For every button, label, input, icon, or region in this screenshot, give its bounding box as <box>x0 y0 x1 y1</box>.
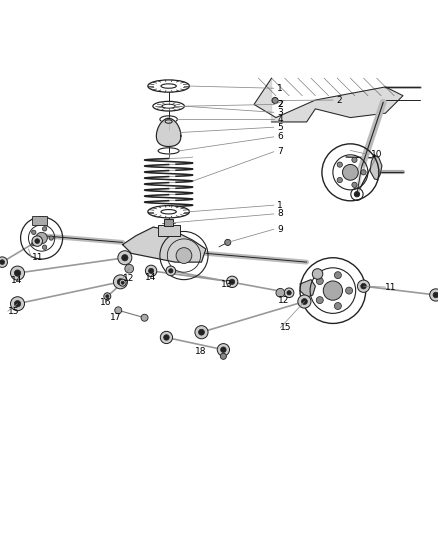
Text: 12: 12 <box>278 296 290 305</box>
Circle shape <box>0 257 7 268</box>
Circle shape <box>125 264 134 273</box>
Bar <box>158 225 180 236</box>
Polygon shape <box>123 227 206 262</box>
Circle shape <box>42 227 47 231</box>
Text: 1: 1 <box>277 201 283 209</box>
Circle shape <box>32 236 42 246</box>
Circle shape <box>298 295 311 308</box>
Circle shape <box>169 269 173 273</box>
Circle shape <box>145 265 157 277</box>
Circle shape <box>361 169 366 175</box>
Polygon shape <box>370 155 382 180</box>
Ellipse shape <box>165 118 172 120</box>
Text: 1: 1 <box>277 84 283 93</box>
Circle shape <box>361 284 366 289</box>
Circle shape <box>433 292 438 298</box>
Text: 15: 15 <box>280 324 292 332</box>
Bar <box>164 219 173 226</box>
Circle shape <box>115 307 122 314</box>
Circle shape <box>217 344 230 356</box>
Circle shape <box>284 288 294 297</box>
Text: 16: 16 <box>100 298 111 307</box>
Polygon shape <box>156 118 181 147</box>
Circle shape <box>49 236 53 240</box>
Circle shape <box>119 279 126 286</box>
Text: 12: 12 <box>123 274 134 283</box>
Text: 10: 10 <box>371 150 383 159</box>
Circle shape <box>354 191 360 197</box>
Circle shape <box>316 296 323 304</box>
Circle shape <box>141 314 148 321</box>
Text: 11: 11 <box>32 253 43 262</box>
Circle shape <box>195 326 208 339</box>
Circle shape <box>11 297 25 311</box>
Text: 2: 2 <box>277 100 283 109</box>
Circle shape <box>287 290 291 295</box>
Text: 18: 18 <box>195 348 206 357</box>
Text: 17: 17 <box>110 313 122 322</box>
Text: 6: 6 <box>277 132 283 141</box>
Circle shape <box>117 279 124 285</box>
Text: 11: 11 <box>385 282 397 292</box>
Circle shape <box>221 347 226 352</box>
Circle shape <box>122 255 128 261</box>
Text: 8: 8 <box>277 209 283 219</box>
Circle shape <box>226 276 238 287</box>
Circle shape <box>312 269 323 279</box>
Bar <box>32 216 47 225</box>
Circle shape <box>198 329 205 335</box>
Polygon shape <box>300 280 315 297</box>
Circle shape <box>301 298 307 304</box>
Circle shape <box>42 245 47 249</box>
Circle shape <box>11 266 25 280</box>
Circle shape <box>276 288 285 297</box>
Circle shape <box>334 272 341 279</box>
Text: 4: 4 <box>277 115 283 124</box>
Circle shape <box>334 303 341 310</box>
Circle shape <box>104 293 111 300</box>
Circle shape <box>230 279 235 285</box>
Circle shape <box>14 270 21 276</box>
Circle shape <box>106 295 109 298</box>
Polygon shape <box>254 78 403 122</box>
Circle shape <box>430 289 438 301</box>
Circle shape <box>32 241 36 246</box>
Text: 3: 3 <box>277 108 283 117</box>
Circle shape <box>176 248 192 263</box>
Circle shape <box>35 239 39 244</box>
Circle shape <box>225 239 231 246</box>
Circle shape <box>272 98 278 103</box>
Circle shape <box>166 266 176 276</box>
Circle shape <box>32 230 36 235</box>
Circle shape <box>0 260 4 264</box>
Text: 15: 15 <box>8 306 19 316</box>
Text: 5: 5 <box>277 123 283 132</box>
Text: 7: 7 <box>277 147 283 156</box>
Circle shape <box>36 232 47 244</box>
Circle shape <box>337 177 343 183</box>
Circle shape <box>357 280 370 292</box>
Circle shape <box>343 165 358 180</box>
Text: 14: 14 <box>11 276 22 285</box>
Text: 14: 14 <box>145 273 157 282</box>
Circle shape <box>352 182 357 188</box>
Circle shape <box>121 281 124 284</box>
Circle shape <box>323 281 343 300</box>
Circle shape <box>164 335 169 340</box>
Text: 2: 2 <box>277 100 283 109</box>
Circle shape <box>220 353 226 359</box>
Text: 9: 9 <box>277 225 283 234</box>
Circle shape <box>118 251 132 265</box>
Circle shape <box>160 332 173 344</box>
Circle shape <box>352 157 357 163</box>
Circle shape <box>148 268 154 273</box>
Circle shape <box>316 278 323 285</box>
Text: 2: 2 <box>336 95 342 104</box>
Circle shape <box>113 275 127 289</box>
Circle shape <box>337 162 343 167</box>
Circle shape <box>346 287 353 294</box>
Circle shape <box>14 301 21 307</box>
Text: 13: 13 <box>221 280 233 289</box>
